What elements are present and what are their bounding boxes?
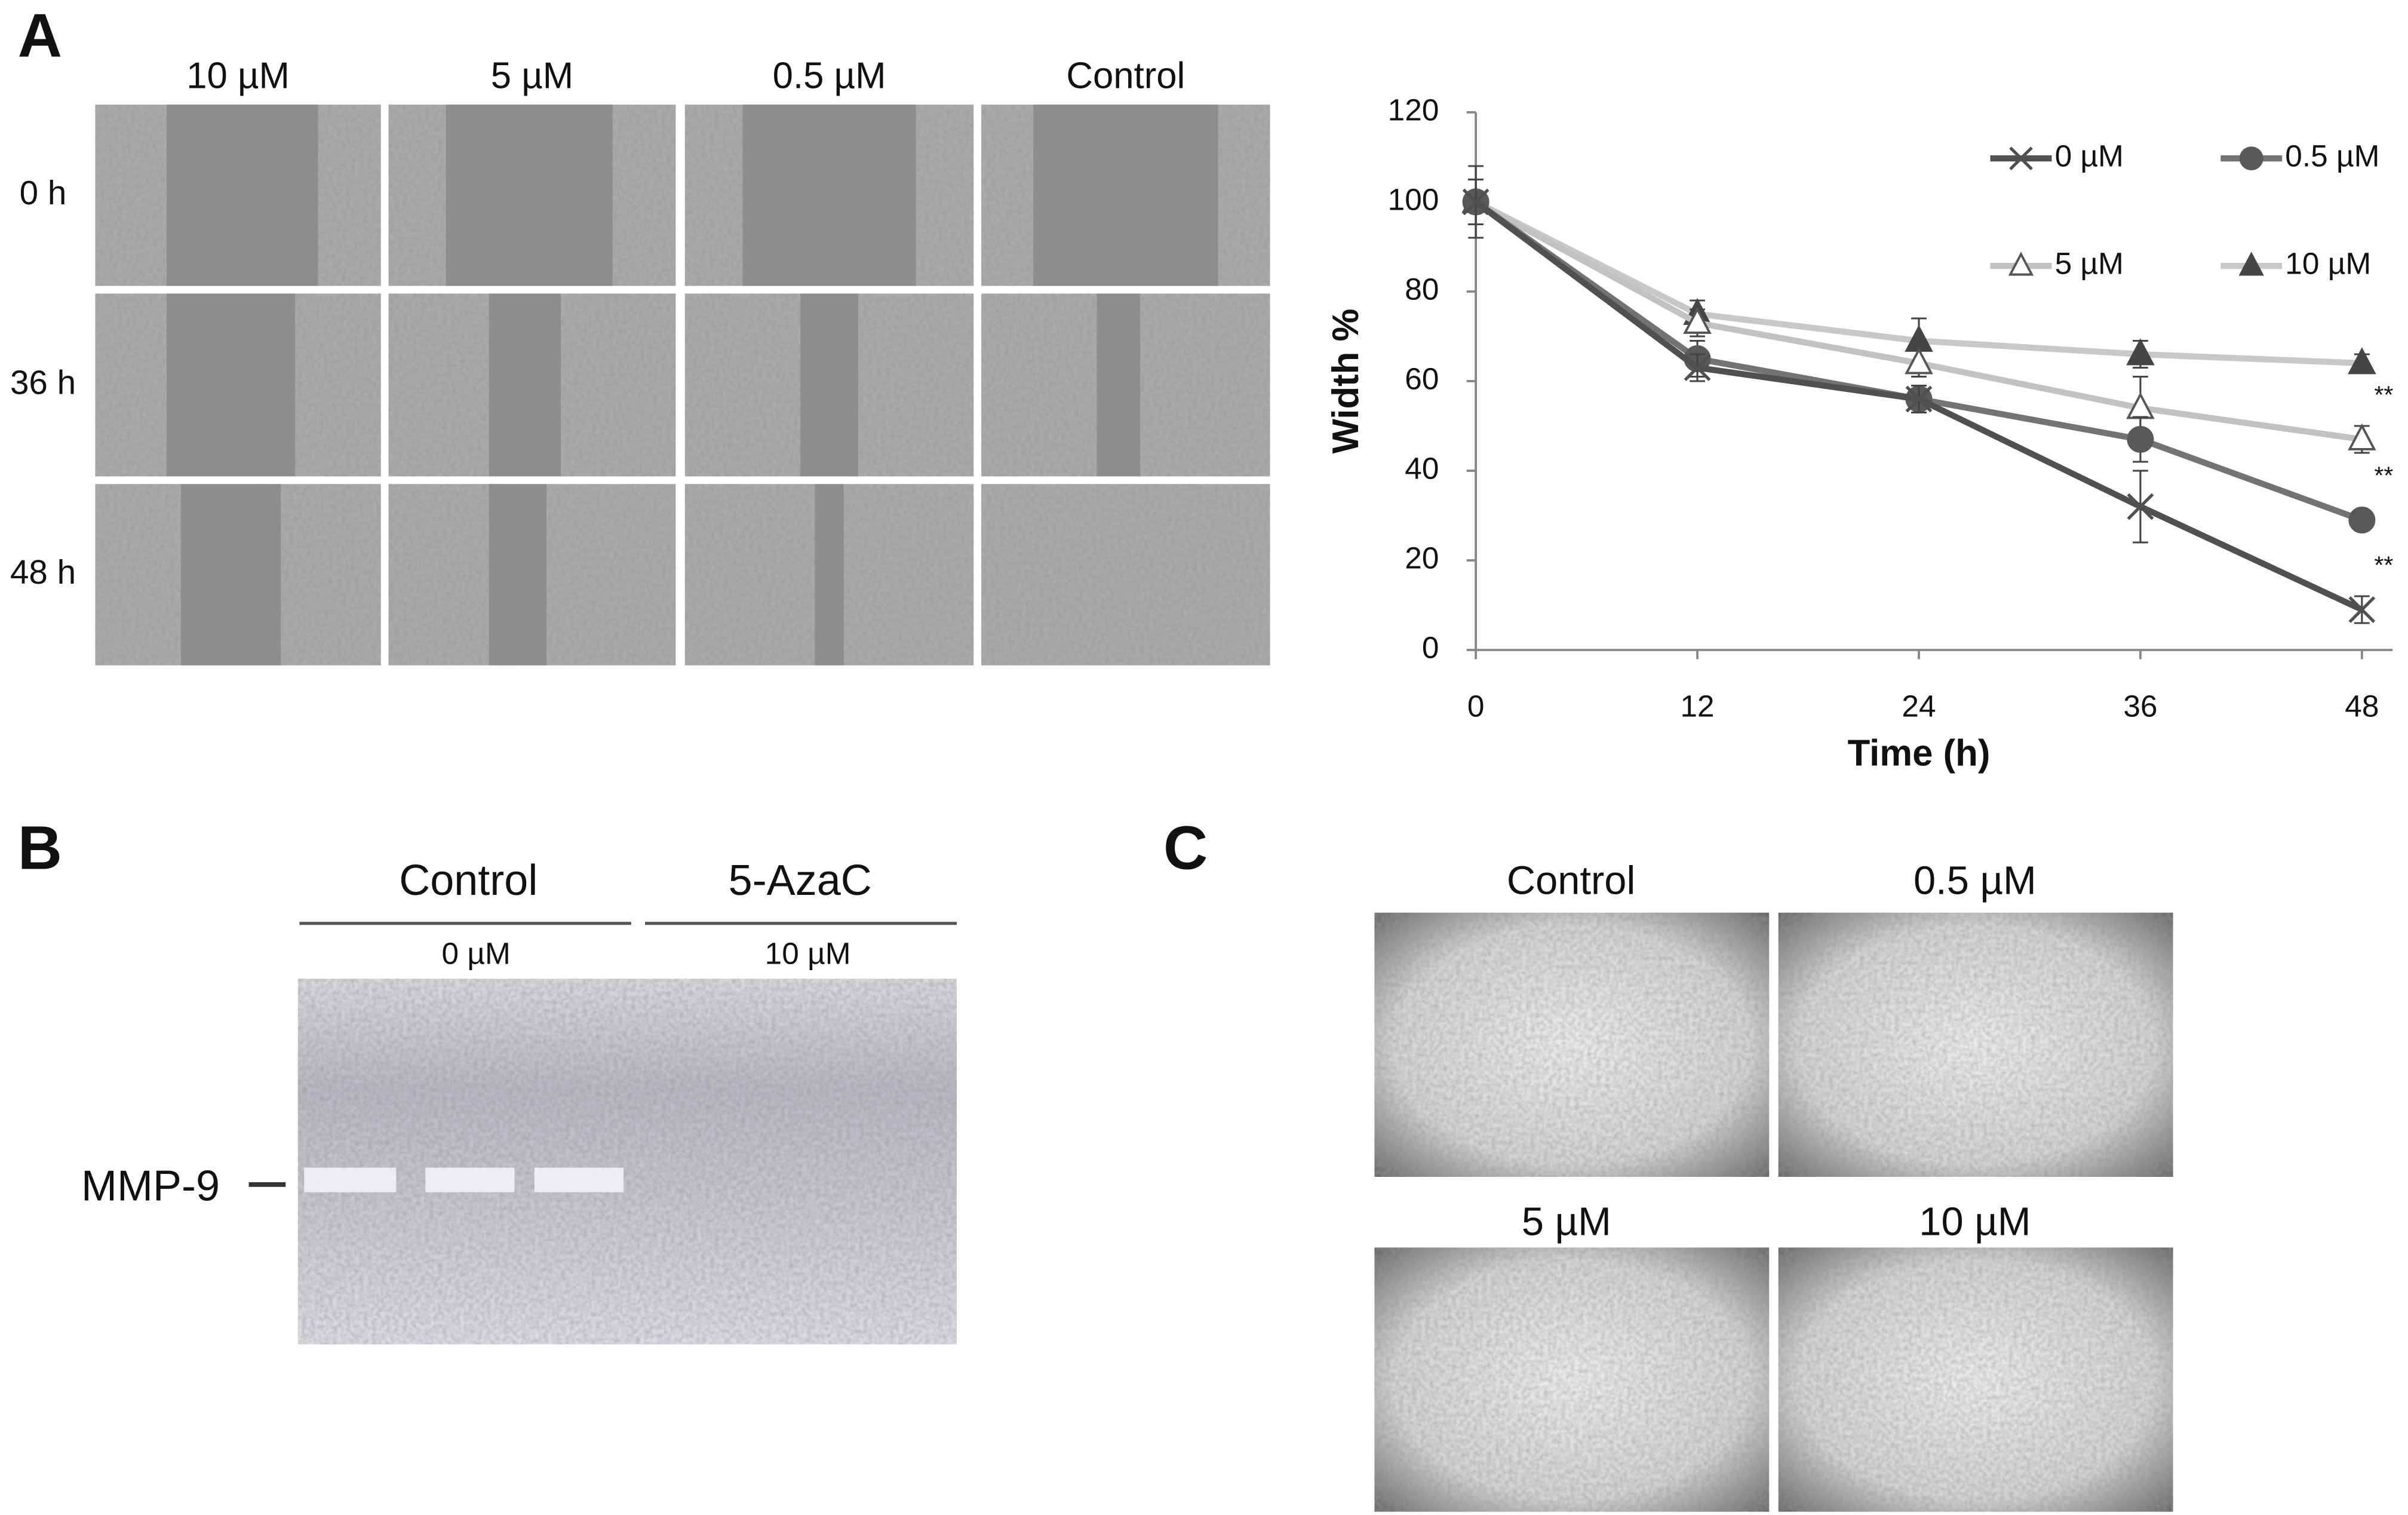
- image-label: 5 µM: [1522, 1199, 1611, 1244]
- scratch-gap: [446, 105, 613, 286]
- y-tick-label: 40: [1405, 451, 1439, 486]
- legend-label: 0.5 µM: [2285, 139, 2379, 173]
- row-label: 48 h: [10, 553, 76, 591]
- gel-band: [425, 1167, 515, 1192]
- y-tick-label: 100: [1388, 182, 1439, 217]
- marker: [1684, 354, 1711, 381]
- y-tick-label: 120: [1388, 93, 1439, 127]
- gel-dose-label: 0 µM: [441, 936, 510, 970]
- annotation: **: [2374, 551, 2393, 578]
- legend-entry: 5 µM: [1990, 246, 2124, 281]
- scratch-gap: [489, 484, 547, 666]
- y-tick-label: 80: [1405, 272, 1439, 306]
- scratch-gap: [1096, 293, 1141, 477]
- gel-dose-label: 10 µM: [765, 936, 851, 970]
- gel-group-label: Control: [399, 857, 538, 904]
- marker: [2348, 596, 2376, 623]
- gel-image: [297, 979, 957, 1345]
- migration-image: [1374, 912, 1770, 1177]
- x-tick-label: 36: [2123, 688, 2157, 723]
- marker: [1905, 385, 1933, 413]
- marker: [2239, 146, 2263, 171]
- migration-image: [1778, 1247, 2173, 1512]
- panel-label: B: [18, 814, 62, 882]
- scratch-gap: [1033, 105, 1218, 286]
- y-tick-label: 0: [1422, 630, 1439, 665]
- marker: [1905, 347, 1933, 375]
- marker: [1462, 188, 1489, 216]
- image-label: Control: [1507, 858, 1635, 903]
- scratch-gap: [742, 105, 916, 286]
- image-label: 0.5 µM: [1914, 858, 2037, 903]
- legend-label: 10 µM: [2285, 246, 2371, 281]
- marker: [2238, 252, 2264, 276]
- scratch-gap: [180, 484, 281, 666]
- y-tick-label: 60: [1405, 361, 1439, 396]
- legend-label: 0 µM: [2055, 139, 2124, 173]
- legend-entry: 10 µM: [2220, 246, 2371, 281]
- panel-label: C: [1163, 814, 1208, 882]
- migration-image: [1778, 912, 2173, 1177]
- legend-label: 5 µM: [2055, 246, 2124, 281]
- scratch-gap: [489, 293, 561, 477]
- gel-band-label: MMP-9: [81, 1163, 220, 1210]
- x-tick-label: 48: [2345, 688, 2379, 723]
- row-label: 0 h: [20, 174, 67, 211]
- y-axis-label: Width %: [1325, 309, 1366, 454]
- scratch-gap: [800, 293, 858, 477]
- column-label: Control: [1066, 56, 1185, 97]
- x-tick-label: 24: [1902, 688, 1936, 723]
- marker: [2008, 252, 2034, 276]
- scratch-gap: [167, 105, 318, 286]
- marker: [2127, 493, 2154, 520]
- marker: [2348, 423, 2376, 450]
- gel-band: [534, 1167, 624, 1192]
- legend-entry: 0.5 µM: [2220, 139, 2379, 173]
- annotation: **: [2374, 461, 2393, 489]
- x-tick-label: 12: [1680, 688, 1714, 723]
- column-label: 0.5 µM: [773, 56, 886, 97]
- marker: [2127, 425, 2154, 453]
- scratch-image: [981, 484, 1270, 666]
- gel-band: [304, 1167, 397, 1192]
- annotation: **: [2374, 381, 2393, 408]
- marker: [2009, 146, 2033, 170]
- column-label: 5 µM: [491, 56, 573, 97]
- marker: [2348, 506, 2376, 533]
- y-tick-label: 20: [1405, 541, 1439, 575]
- migration-image: [1374, 1247, 1770, 1512]
- x-tick-label: 0: [1467, 688, 1485, 723]
- scratch-gap: [815, 484, 844, 666]
- legend-entry: 0 µM: [1990, 139, 2124, 173]
- gel-group-label: 5-AzaC: [729, 857, 872, 904]
- marker: [1683, 306, 1712, 334]
- marker: [2348, 347, 2376, 375]
- column-label: 10 µM: [186, 56, 290, 97]
- x-axis-label: Time (h): [1848, 733, 1991, 774]
- panel-label: A: [18, 1, 62, 69]
- marker: [2126, 338, 2155, 366]
- image-label: 10 µM: [1919, 1199, 2031, 1244]
- row-label: 36 h: [10, 363, 76, 401]
- scratch-gap: [167, 293, 296, 477]
